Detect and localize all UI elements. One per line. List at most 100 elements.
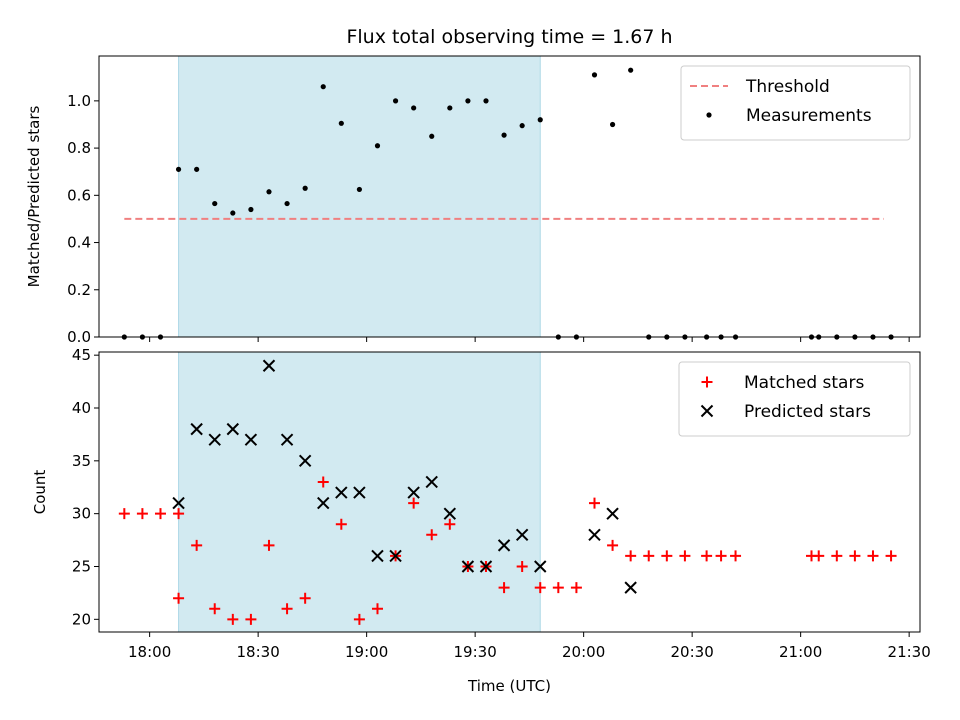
data-point xyxy=(280,433,294,446)
legend-marker-swatch xyxy=(701,376,713,388)
data-point xyxy=(715,550,727,562)
data-point xyxy=(885,550,897,562)
y-tick-label: 25 xyxy=(72,557,91,575)
y-tick-label: 1.0 xyxy=(67,92,91,110)
legend-entry-label: Threshold xyxy=(745,77,830,97)
data-point xyxy=(483,98,489,104)
data-point xyxy=(411,105,417,111)
data-point xyxy=(266,189,272,195)
legend-entry-label: Measurements xyxy=(746,106,872,126)
data-point xyxy=(118,508,130,520)
data-point xyxy=(245,613,257,625)
data-point xyxy=(497,539,511,552)
data-point xyxy=(302,185,308,191)
data-point xyxy=(209,603,221,615)
data-point xyxy=(175,166,182,172)
data-point xyxy=(461,560,475,573)
data-point xyxy=(320,84,326,90)
data-point xyxy=(444,518,456,530)
x-tick-label: 19:30 xyxy=(454,643,497,661)
observing-window-span xyxy=(178,55,541,338)
data-point xyxy=(426,529,438,541)
legend-entry-label: Matched stars xyxy=(744,373,864,393)
legend-marker-swatch xyxy=(706,112,712,118)
data-point xyxy=(190,422,203,436)
data-point xyxy=(226,422,240,436)
y-tick-label: 45 xyxy=(72,346,91,364)
data-point xyxy=(230,210,236,216)
ratio-panel: 0.0 0.2 0.4 0.6 0.8 1.0 Matched/Predicted star… xyxy=(25,26,921,346)
y-tick-label: 30 xyxy=(72,505,91,523)
y-tick-label: 0.2 xyxy=(67,281,91,299)
data-point xyxy=(173,592,185,604)
data-point xyxy=(212,200,218,207)
data-point xyxy=(335,486,348,499)
data-point xyxy=(356,186,363,193)
data-point xyxy=(534,582,546,594)
y-tick-label: 0.6 xyxy=(67,186,91,204)
data-point xyxy=(338,120,344,126)
data-point xyxy=(173,508,185,520)
data-point xyxy=(284,200,290,207)
data-point xyxy=(628,67,634,73)
data-point xyxy=(262,359,276,372)
data-point xyxy=(194,166,200,172)
y-axis-label: Matched/Predicted stars xyxy=(25,106,43,288)
data-point xyxy=(624,581,637,594)
data-point xyxy=(248,206,254,213)
data-point xyxy=(154,508,166,520)
data-point xyxy=(679,550,691,562)
data-point xyxy=(263,539,275,551)
data-point xyxy=(498,582,510,594)
data-point xyxy=(136,508,148,520)
y-tick-label: 0.4 xyxy=(67,234,91,252)
legend-box xyxy=(680,65,911,141)
data-point xyxy=(479,560,493,573)
data-point xyxy=(606,507,619,520)
x-tick-label: 20:00 xyxy=(562,643,605,661)
data-point xyxy=(607,539,619,551)
y-tick-label: 0.0 xyxy=(67,328,91,346)
data-point xyxy=(374,143,381,149)
y-tick-label: 35 xyxy=(72,452,91,470)
data-point xyxy=(443,507,457,520)
data-point xyxy=(392,98,399,104)
data-point xyxy=(317,476,329,488)
data-point xyxy=(389,549,402,563)
data-point xyxy=(625,550,637,562)
data-point xyxy=(281,603,293,615)
data-point xyxy=(227,613,239,625)
axes-frame xyxy=(98,351,921,633)
data-point xyxy=(552,582,564,594)
data-point xyxy=(588,528,601,541)
data-point xyxy=(501,132,507,138)
data-point xyxy=(429,133,435,139)
data-point xyxy=(407,486,420,499)
data-point xyxy=(588,497,600,509)
data-point xyxy=(515,528,529,541)
x-tick-label: 18:00 xyxy=(128,643,171,661)
legend-marker-swatch xyxy=(700,404,714,418)
data-point xyxy=(408,497,420,509)
chart-title: Flux total observing time = 1.67 h xyxy=(346,26,672,48)
data-point xyxy=(371,603,383,615)
data-point xyxy=(831,550,843,562)
data-point xyxy=(519,123,525,129)
data-point xyxy=(570,582,582,594)
data-point xyxy=(867,550,879,562)
data-point xyxy=(317,496,330,510)
data-point xyxy=(609,121,616,128)
data-point xyxy=(534,560,547,573)
data-point xyxy=(849,550,861,562)
y-tick-label: 0.8 xyxy=(67,139,91,157)
data-point xyxy=(813,550,825,562)
x-tick-label: 19:00 xyxy=(345,643,388,661)
data-point xyxy=(643,550,655,562)
x-tick-label: 18:30 xyxy=(237,643,280,661)
data-point xyxy=(661,550,673,562)
data-point xyxy=(299,592,311,604)
data-point xyxy=(244,433,258,446)
x-axis-label: Time (UTC) xyxy=(467,677,551,695)
data-point xyxy=(425,475,438,489)
